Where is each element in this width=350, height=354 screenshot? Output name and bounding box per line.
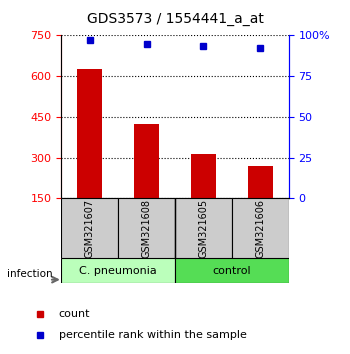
- Bar: [191, 154, 216, 198]
- Bar: [175, 198, 232, 258]
- Text: GSM321607: GSM321607: [85, 199, 95, 258]
- Bar: [175, 258, 289, 283]
- Bar: [134, 124, 159, 198]
- Text: infection: infection: [7, 269, 52, 279]
- Bar: [61, 258, 175, 283]
- Bar: [118, 198, 175, 258]
- Bar: [61, 198, 118, 258]
- Text: GSM321606: GSM321606: [255, 199, 265, 258]
- Text: percentile rank within the sample: percentile rank within the sample: [59, 330, 247, 341]
- Bar: [232, 198, 289, 258]
- Text: GDS3573 / 1554441_a_at: GDS3573 / 1554441_a_at: [86, 12, 264, 27]
- Text: GSM321605: GSM321605: [198, 199, 209, 258]
- Text: C. pneumonia: C. pneumonia: [79, 266, 157, 276]
- Text: control: control: [212, 266, 251, 276]
- Text: count: count: [59, 309, 90, 319]
- Text: GSM321608: GSM321608: [141, 199, 152, 258]
- Bar: [247, 166, 273, 198]
- Bar: [77, 69, 103, 198]
